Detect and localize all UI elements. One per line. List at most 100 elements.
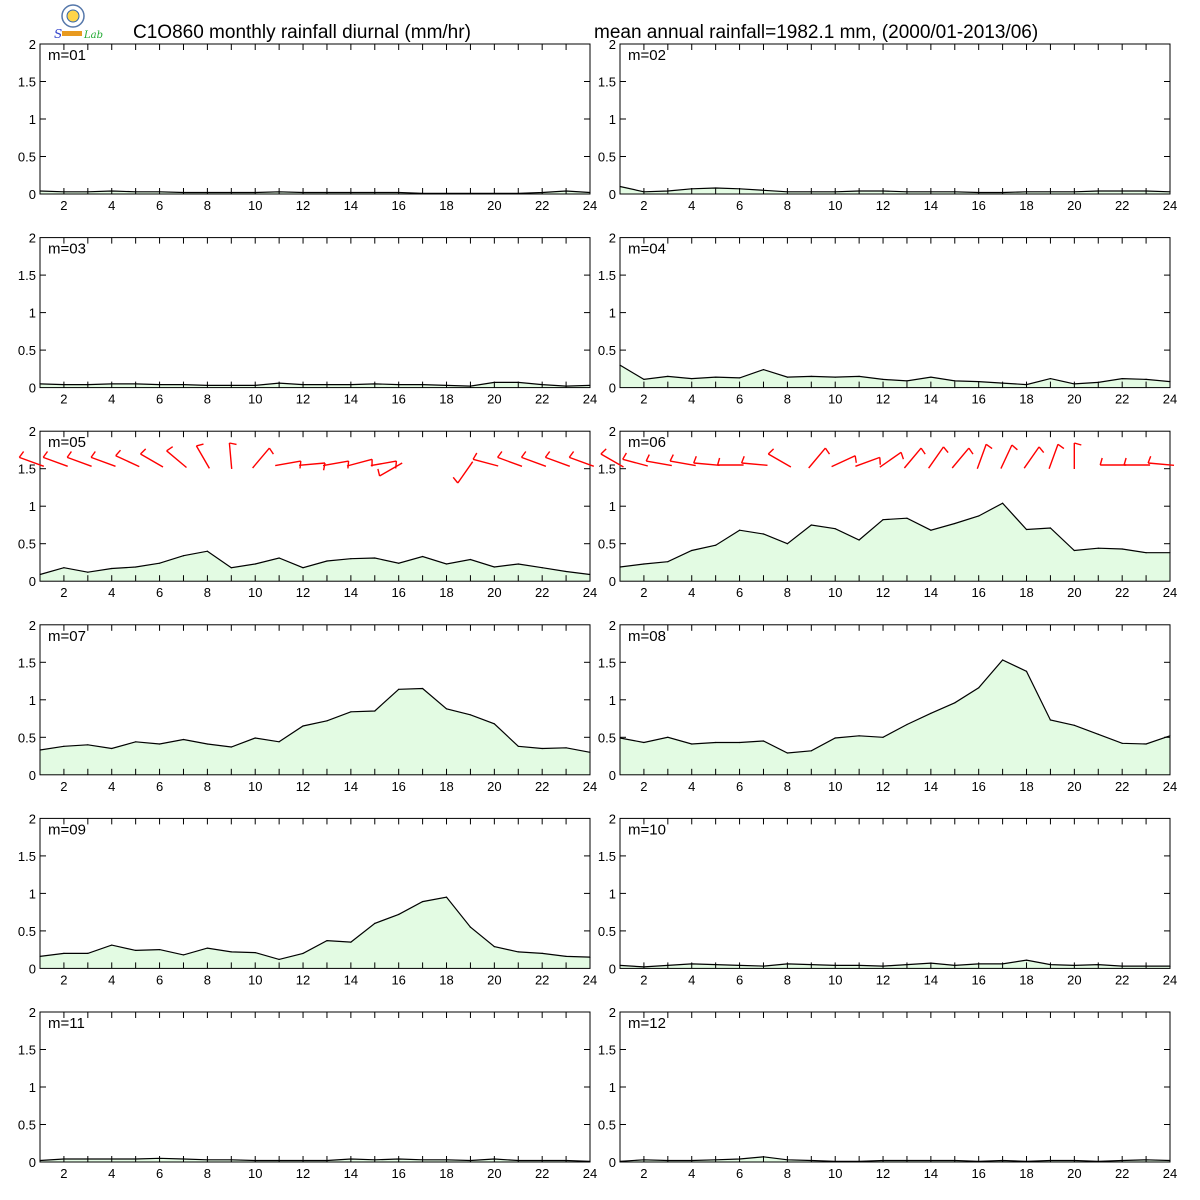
panel-label: m=01 — [48, 47, 86, 64]
x-tick-label: 8 — [784, 392, 791, 407]
data-point — [326, 940, 328, 942]
data-point — [565, 955, 567, 958]
panel-label: m=08 — [628, 628, 666, 645]
data-point — [1025, 959, 1028, 961]
data-point — [350, 711, 352, 713]
data-point — [762, 740, 765, 742]
x-tick-label: 14 — [344, 972, 358, 987]
data-point — [182, 555, 185, 557]
x-tick-label: 4 — [688, 198, 695, 213]
data-point — [565, 570, 567, 573]
y-tick-label: 0 — [29, 574, 36, 589]
data-point — [1025, 670, 1028, 672]
x-tick-label: 24 — [1163, 972, 1177, 987]
data-point — [978, 515, 980, 517]
x-tick-label: 2 — [640, 585, 647, 600]
panel-month-05: 00.511.522 4 6 8 10 12 14 16 18 20 22 24m=05 — [18, 424, 597, 600]
wind-barb — [903, 447, 926, 469]
wind-barb — [346, 458, 373, 467]
data-point — [302, 725, 304, 727]
wind-barb — [497, 451, 523, 467]
data-point — [858, 735, 860, 737]
data-point — [1073, 724, 1075, 726]
wind-barb — [669, 454, 696, 467]
logo: S Lab — [54, 4, 103, 41]
wind-barb — [252, 447, 274, 469]
y-tick-label: 1.5 — [18, 75, 36, 90]
x-tick-label: 10 — [248, 585, 262, 600]
x-tick-label: 10 — [828, 585, 842, 600]
axes-frame — [619, 237, 1171, 389]
panel-label: m=06 — [628, 434, 666, 451]
wind-barb — [275, 460, 302, 469]
data-point — [111, 567, 113, 570]
x-tick-label: 10 — [828, 972, 842, 987]
y-tick-label: 2 — [29, 231, 36, 246]
data-point — [541, 747, 543, 750]
data-point — [954, 522, 956, 525]
data-point — [398, 562, 400, 564]
x-tick-label: 24 — [1163, 1166, 1177, 1181]
axes-frame — [39, 237, 591, 389]
x-tick-label: 6 — [736, 585, 743, 600]
data-point — [278, 958, 280, 961]
x-tick-label: 18 — [439, 585, 453, 600]
x-tick-label: 12 — [876, 972, 890, 987]
y-tick-label: 0.5 — [598, 150, 616, 165]
x-tick-label: 12 — [296, 198, 310, 213]
data-point — [398, 913, 400, 916]
data-point — [1145, 743, 1147, 745]
x-tick-label: 8 — [204, 585, 211, 600]
x-tick-label: 24 — [583, 585, 597, 600]
x-tick-label: 10 — [248, 392, 262, 407]
wind-barb — [1073, 442, 1082, 469]
axes-frame — [39, 1011, 591, 1163]
data-point — [643, 741, 645, 744]
x-tick-label: 16 — [971, 392, 985, 407]
x-tick-label: 14 — [924, 392, 938, 407]
data-point — [1097, 733, 1099, 735]
x-tick-label: 24 — [583, 779, 597, 794]
data-point — [230, 746, 232, 748]
x-tick-label: 8 — [784, 972, 791, 987]
x-tick-label: 18 — [1019, 392, 1033, 407]
rainfall-line — [619, 502, 1170, 568]
x-tick-label: 22 — [535, 585, 549, 600]
x-tick-label: 16 — [971, 198, 985, 213]
y-tick-label: 2 — [29, 424, 36, 439]
x-tick-label: 18 — [439, 1166, 453, 1181]
axes-frame — [619, 817, 1171, 969]
x-tick-label: 6 — [156, 779, 163, 794]
rainfall-line — [39, 1157, 591, 1162]
data-point — [882, 378, 884, 380]
x-tick-label: 4 — [688, 779, 695, 794]
rainfall-area — [620, 186, 1170, 194]
x-tick-label: 10 — [828, 198, 842, 213]
x-tick-label: 18 — [439, 198, 453, 213]
data-point — [350, 558, 352, 560]
rainfall-line — [39, 896, 591, 961]
x-tick-label: 14 — [924, 1166, 938, 1181]
rainfall-area — [40, 688, 590, 775]
data-point — [715, 544, 717, 546]
y-tick-label: 0 — [29, 1155, 36, 1170]
x-tick-label: 22 — [535, 972, 549, 987]
x-tick-label: 16 — [971, 1166, 985, 1181]
wind-barb — [716, 457, 744, 466]
rainfall-area — [40, 551, 590, 582]
x-tick-label: 14 — [344, 1166, 358, 1181]
data-point — [87, 571, 89, 573]
y-tick-label: 1.5 — [18, 1043, 36, 1058]
x-tick-label: 4 — [108, 1166, 115, 1181]
wind-barb — [322, 460, 350, 469]
wind-barb — [42, 451, 68, 467]
y-tick-label: 0.5 — [598, 343, 616, 358]
x-tick-label: 4 — [688, 1166, 695, 1181]
x-tick-label: 24 — [1163, 392, 1177, 407]
x-tick-label: 8 — [204, 779, 211, 794]
y-tick-label: 1 — [29, 306, 36, 321]
x-tick-label: 12 — [876, 585, 890, 600]
y-tick-label: 1.5 — [18, 655, 36, 670]
data-point — [1049, 719, 1051, 721]
